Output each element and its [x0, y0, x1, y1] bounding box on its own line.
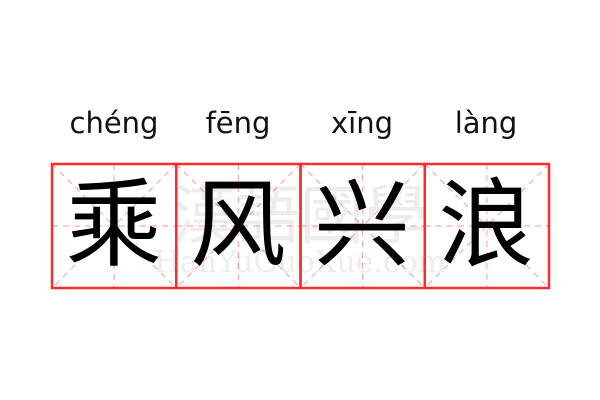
grid-cell	[423, 162, 551, 290]
guide-diagonal	[300, 163, 426, 289]
guide-diagonal	[175, 163, 301, 289]
guide-diagonal	[175, 163, 301, 289]
pinyin-4: làng	[454, 106, 518, 140]
pinyin-1: chéng	[69, 106, 159, 140]
character-2: 风	[190, 169, 286, 281]
guide-diagonal	[424, 163, 550, 289]
guide-diagonal	[300, 163, 426, 289]
character-3: 兴	[314, 169, 410, 281]
guide-diagonal	[51, 163, 177, 289]
character-4: 浪	[438, 169, 534, 281]
character-1: 乘	[66, 169, 162, 281]
pinyin-2: fēng	[205, 106, 271, 140]
pinyin-3: xīng	[330, 106, 393, 140]
guide-diagonal	[51, 163, 177, 289]
guide-diagonal	[424, 163, 550, 289]
